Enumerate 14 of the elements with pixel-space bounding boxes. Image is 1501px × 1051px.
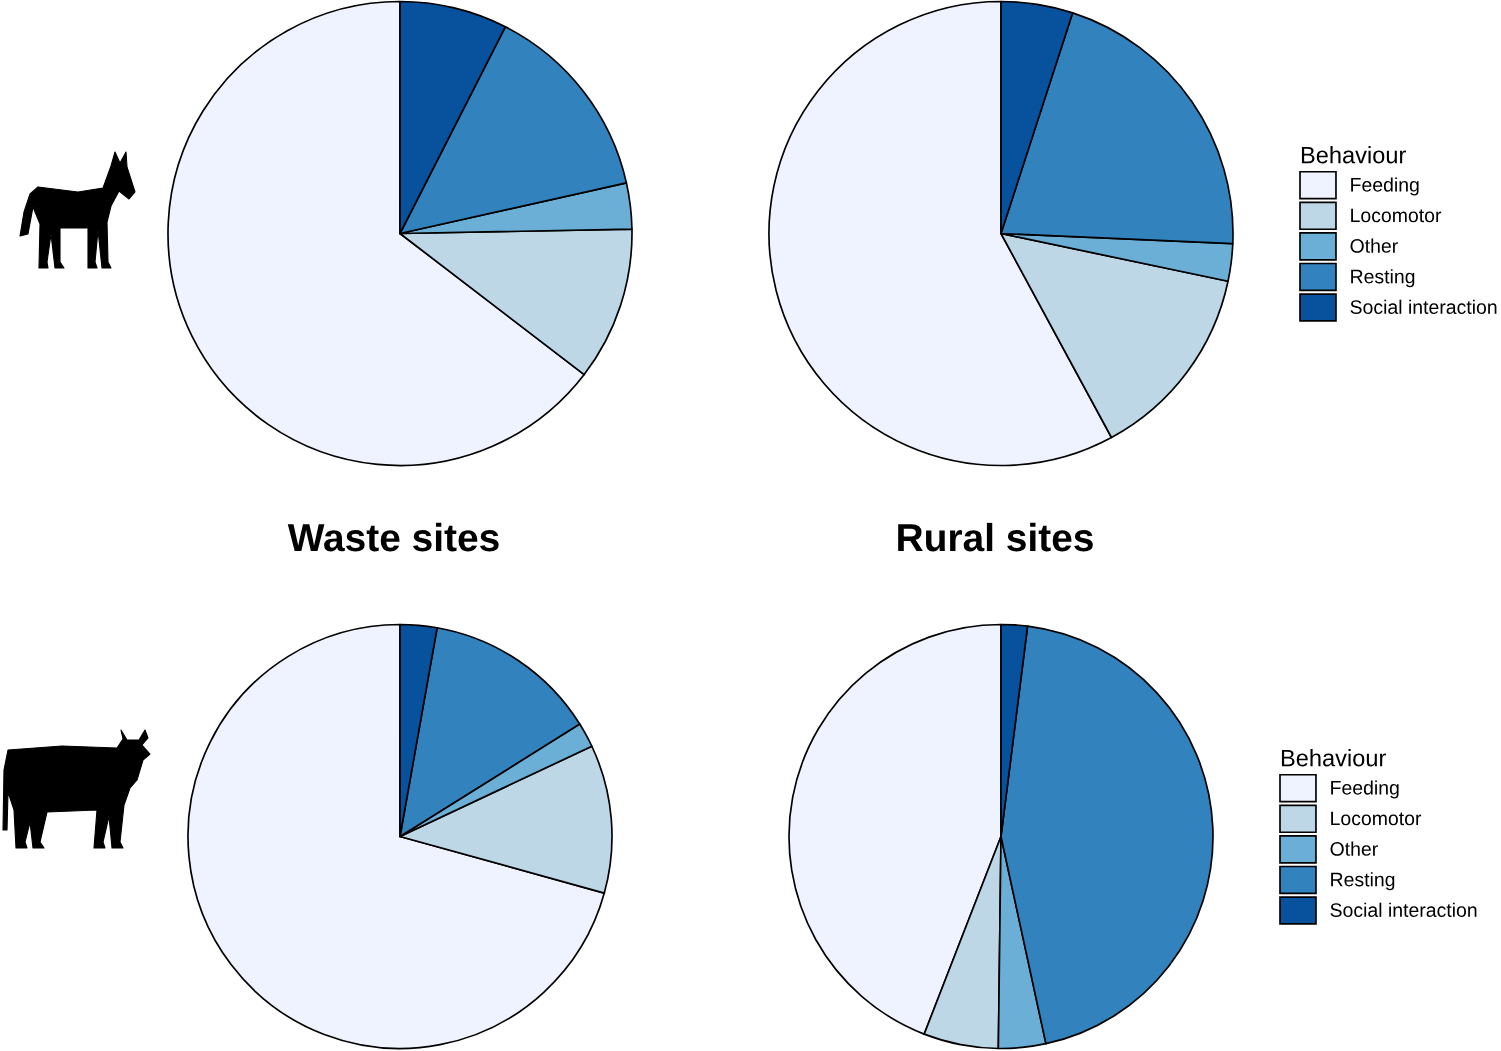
legend-title: Behaviour — [1301, 146, 1406, 164]
legend-label: Locomotor — [1331, 811, 1422, 826]
legend-label: Other — [1350, 238, 1398, 253]
slice-label: Waste sites — [287, 522, 499, 552]
legend-label: Feeding — [1351, 177, 1419, 196]
legend-label: Locomotor — [1351, 208, 1442, 223]
legend-label: Social interaction — [1330, 902, 1477, 917]
legend-label: Social interaction — [1350, 299, 1497, 314]
legend-label: Other — [1330, 841, 1378, 856]
slice-label: Rural sites — [898, 522, 1093, 552]
legend-label: Resting — [1351, 269, 1415, 288]
legend-label: Feeding — [1331, 780, 1399, 799]
legend-label: Resting — [1331, 872, 1395, 891]
legend-title: Behaviour — [1281, 749, 1386, 767]
